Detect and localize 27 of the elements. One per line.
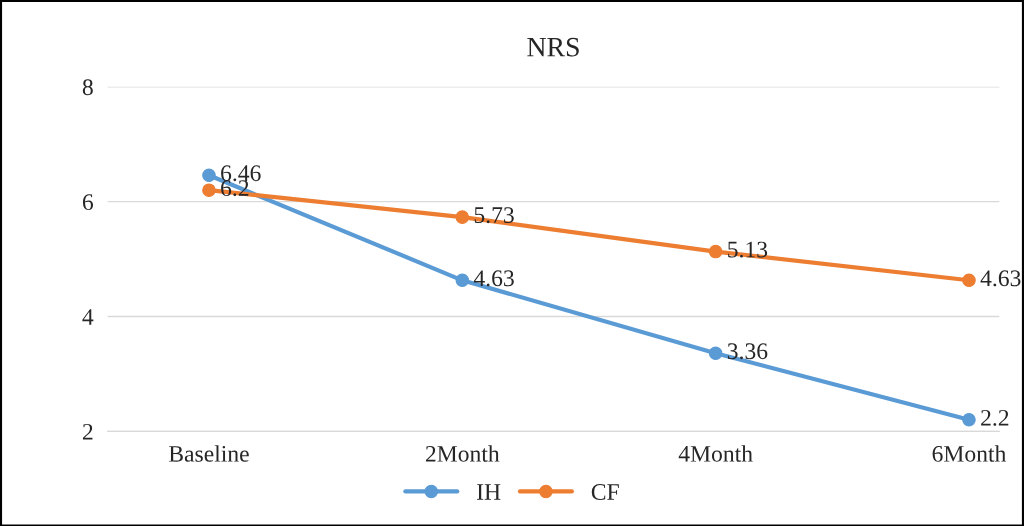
data-label: 5.73 xyxy=(474,207,514,224)
x-tick-label: 2Month xyxy=(425,445,500,462)
data-label: 3.36 xyxy=(727,343,768,360)
point xyxy=(962,413,976,427)
point xyxy=(202,168,216,182)
point xyxy=(708,244,723,259)
x-tick-label: 6Month xyxy=(932,445,1007,462)
point xyxy=(708,346,723,360)
point xyxy=(455,273,470,288)
point xyxy=(962,273,976,288)
point xyxy=(202,183,216,197)
data-label: 2.2 xyxy=(981,409,1009,426)
point xyxy=(455,210,470,224)
y-tick-label: 2 xyxy=(82,423,93,440)
y-tick-label: 6 xyxy=(82,194,94,211)
chart-title: NRS xyxy=(527,37,579,57)
data-label: 4.63 xyxy=(473,270,514,287)
y-tick-label: 8 xyxy=(82,79,93,96)
data-label: 5.13 xyxy=(728,241,768,258)
legend-label: CF xyxy=(591,484,619,500)
data-label: 4.63 xyxy=(980,270,1021,287)
x-tick-label: Baseline xyxy=(168,445,249,462)
data-label: 6.46 xyxy=(221,165,261,182)
y-tick-label: 4 xyxy=(82,309,94,325)
data-label: 6.2 xyxy=(221,180,249,197)
x-tick-label: 4Month xyxy=(678,445,753,462)
legend-label: IH xyxy=(477,484,501,500)
